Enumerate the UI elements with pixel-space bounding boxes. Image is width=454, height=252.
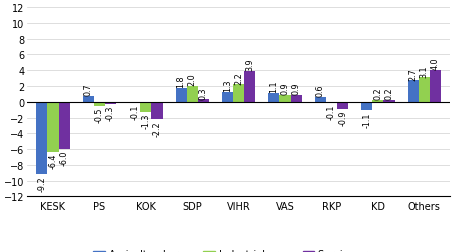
Text: -0.1: -0.1 (327, 104, 336, 119)
Text: -1.1: -1.1 (362, 112, 371, 127)
Legend: Agricultural areas, Industrial areas, Service areas: Agricultural areas, Industrial areas, Se… (89, 246, 388, 252)
Text: -6.0: -6.0 (59, 150, 69, 166)
Bar (326, 102, 337, 103)
Bar (244, 72, 255, 102)
Text: 2.0: 2.0 (188, 73, 197, 86)
Bar (372, 101, 384, 102)
Text: 0.2: 0.2 (385, 87, 394, 100)
Text: 0.9: 0.9 (292, 82, 301, 94)
Text: -0.3: -0.3 (106, 106, 115, 121)
Text: -2.2: -2.2 (153, 120, 162, 136)
Text: 4.0: 4.0 (431, 58, 440, 70)
Text: 3.9: 3.9 (245, 58, 254, 71)
Text: 2.2: 2.2 (234, 72, 243, 84)
Text: -0.5: -0.5 (95, 107, 104, 122)
Bar (268, 94, 280, 102)
Text: 1.8: 1.8 (177, 75, 186, 87)
Bar (315, 98, 326, 102)
Text: -0.1: -0.1 (130, 104, 139, 119)
Bar (384, 101, 395, 102)
Bar (408, 81, 419, 102)
Text: 1.1: 1.1 (269, 80, 278, 93)
Text: -9.2: -9.2 (37, 175, 46, 191)
Bar (94, 102, 105, 106)
Text: 1.3: 1.3 (223, 79, 232, 91)
Text: 2.7: 2.7 (409, 68, 418, 80)
Bar (105, 102, 116, 105)
Text: 3.1: 3.1 (420, 65, 429, 77)
Text: -6.4: -6.4 (49, 153, 58, 169)
Bar (198, 100, 209, 102)
Bar (291, 95, 302, 102)
Bar (47, 102, 59, 153)
Bar (129, 102, 140, 103)
Text: 0.7: 0.7 (84, 83, 93, 96)
Bar (151, 102, 163, 120)
Text: 0.3: 0.3 (199, 87, 208, 99)
Bar (280, 95, 291, 102)
Text: -1.3: -1.3 (141, 113, 150, 129)
Text: 0.6: 0.6 (316, 84, 325, 97)
Bar (361, 102, 372, 111)
Bar (59, 102, 69, 149)
Text: -0.9: -0.9 (338, 110, 347, 126)
Text: 0.9: 0.9 (281, 82, 290, 94)
Bar (83, 97, 94, 102)
Bar (419, 78, 430, 102)
Text: 0.2: 0.2 (373, 87, 382, 100)
Bar (36, 102, 47, 175)
Bar (430, 71, 441, 102)
Bar (187, 87, 198, 102)
Bar (233, 85, 244, 102)
Bar (140, 102, 151, 113)
Bar (337, 102, 348, 109)
Bar (176, 88, 187, 102)
Bar (222, 92, 233, 102)
